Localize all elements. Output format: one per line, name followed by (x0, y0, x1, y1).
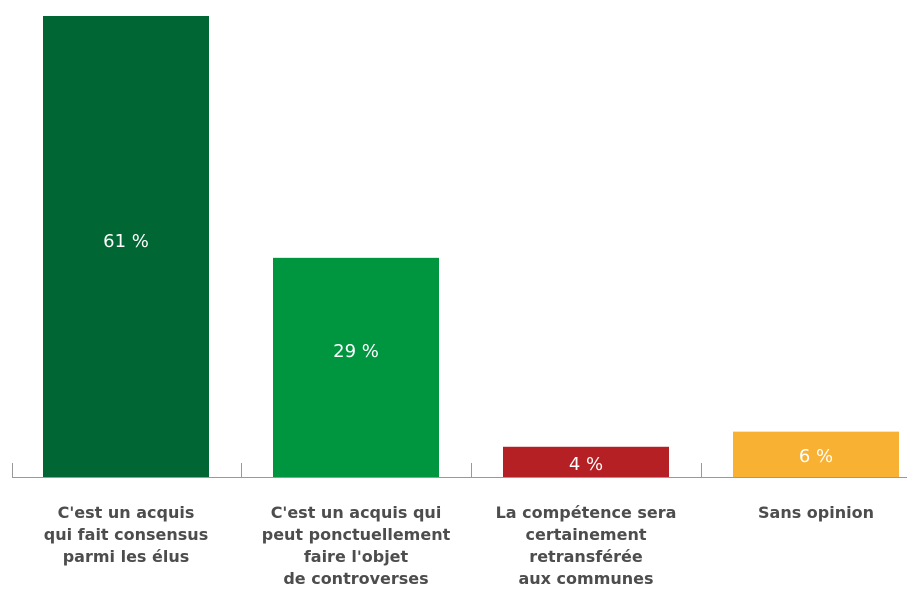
value-labels-layer: 61 % 29 % 4 % 6 % (103, 231, 833, 475)
value-label-3: 4 % (569, 454, 603, 475)
category-label-2: C'est un acquis qui peut ponctuellement … (261, 503, 451, 588)
value-label-2: 29 % (333, 341, 379, 362)
category-label-1: C'est un acquis qui fait consensus parmi… (43, 503, 209, 566)
value-label-1: 61 % (103, 231, 149, 252)
value-label-4: 6 % (799, 446, 833, 467)
bars-layer (43, 16, 899, 477)
bar-1 (43, 16, 209, 477)
category-label-3: La compétence sera certainement retransf… (495, 503, 677, 588)
x-axis-ticks (12, 463, 702, 477)
category-label-4: Sans opinion (758, 503, 874, 522)
bar-4 (733, 431, 899, 477)
bar-3 (503, 446, 669, 477)
bar-2 (273, 257, 439, 477)
